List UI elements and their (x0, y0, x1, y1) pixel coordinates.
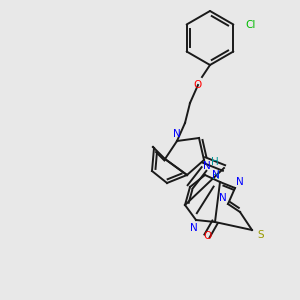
Text: N: N (190, 223, 198, 233)
Text: N: N (173, 129, 181, 139)
Text: N: N (236, 177, 244, 187)
Text: Cl: Cl (245, 20, 256, 29)
Text: H: H (211, 157, 219, 167)
Text: O: O (194, 80, 202, 90)
Text: N: N (219, 193, 227, 203)
Text: N: N (212, 170, 220, 180)
Text: O: O (203, 231, 211, 241)
Text: H: H (212, 171, 220, 181)
Text: N: N (203, 161, 211, 171)
Text: S: S (257, 230, 264, 240)
